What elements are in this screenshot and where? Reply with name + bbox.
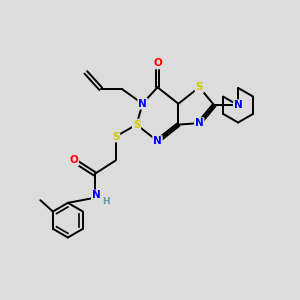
Text: S: S: [112, 132, 119, 142]
Text: S: S: [133, 120, 140, 130]
Text: N: N: [153, 136, 162, 146]
Text: N: N: [138, 99, 147, 109]
Text: S: S: [196, 82, 203, 92]
Text: N: N: [92, 190, 100, 200]
Text: O: O: [153, 58, 162, 68]
Text: H: H: [102, 197, 110, 206]
Text: N: N: [195, 118, 204, 128]
Text: O: O: [70, 155, 78, 166]
Text: N: N: [234, 100, 242, 110]
